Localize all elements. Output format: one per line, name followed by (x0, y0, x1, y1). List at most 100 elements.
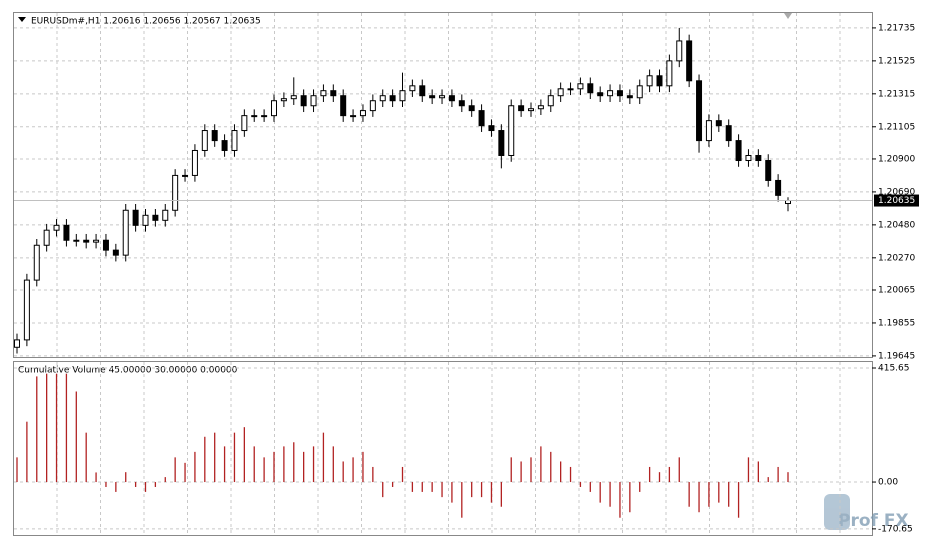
candle-body (547, 95, 554, 107)
candle-body (152, 214, 159, 221)
candle-body (577, 83, 584, 90)
candle-body (745, 154, 752, 162)
candle-body (676, 40, 683, 62)
candle-body (735, 140, 742, 162)
y-tick-label: 415.65 (878, 363, 910, 373)
candle-body (607, 90, 614, 97)
main-title: EURUSDm#,H1 1.20616 1.20656 1.20567 1.20… (31, 17, 261, 27)
candle-body (280, 98, 287, 102)
candle-body (369, 100, 376, 112)
candle-body (518, 105, 525, 112)
candle-body (458, 100, 465, 107)
candle-body (310, 95, 317, 107)
y-tick-label: 1.20065 (878, 285, 915, 295)
candle-body (498, 130, 505, 156)
candle-body (53, 224, 60, 231)
candle-body (439, 95, 446, 99)
candle-body (389, 95, 396, 102)
candle-body (537, 105, 544, 110)
candle-body (162, 209, 169, 221)
dropdown-arrow[interactable] (18, 17, 26, 22)
candle-body (468, 105, 475, 112)
candle-body (429, 95, 436, 99)
candle-body (765, 160, 772, 181)
candle-body (73, 239, 80, 242)
candle-body (359, 110, 366, 117)
candle-body (261, 115, 268, 118)
candle-body (350, 115, 357, 118)
candle-body (508, 105, 515, 156)
y-tick-label: 1.21735 (878, 23, 915, 33)
candle-body (626, 95, 633, 99)
candle-body (636, 85, 643, 99)
candle-body (399, 90, 406, 102)
logo-text: Prof FX (838, 511, 909, 531)
candle-body (290, 95, 297, 100)
candle-body (33, 244, 40, 281)
candle-body (102, 239, 109, 251)
watermark: Prof FX (824, 494, 909, 531)
candle-body (686, 40, 693, 82)
candle-body (597, 92, 604, 97)
candle-body (557, 88, 564, 97)
volume-panel (13, 361, 873, 536)
current-price-label: 1.20635 (878, 196, 915, 206)
candle-body (221, 140, 228, 151)
candle-body (330, 90, 337, 97)
y-tick-label: 1.20480 (878, 220, 915, 230)
candle-body (775, 179, 782, 196)
candle-body (172, 174, 179, 211)
y-tick-label: 1.21525 (878, 56, 915, 66)
candle-body (705, 120, 712, 142)
candle-body (587, 83, 594, 94)
main-panel (13, 12, 873, 358)
shift-marker (784, 13, 792, 19)
candle-body (379, 95, 386, 102)
candle-body (142, 214, 149, 226)
candle-body (528, 108, 534, 112)
candle-body (715, 120, 722, 127)
candle-body (616, 90, 623, 97)
current-price-box (874, 194, 919, 207)
y-tick-label: 1.20270 (878, 253, 915, 263)
y-tick-label: 1.20690 (878, 187, 915, 197)
candle-body (725, 125, 732, 142)
candle-body (448, 95, 455, 102)
y-tick-label: -170.65 (878, 524, 913, 534)
candle-body (488, 125, 495, 132)
candle-body (182, 174, 189, 177)
candle-body (83, 239, 90, 243)
candle-body (300, 95, 307, 107)
volume-title: Cumulative Volume 45.00000 30.00000 0.00… (18, 366, 238, 376)
candle-body (409, 85, 416, 92)
candle-body (646, 75, 653, 87)
candle-body (320, 90, 327, 97)
candle-body (271, 100, 277, 117)
candle-body (656, 75, 663, 87)
candle-body (211, 130, 218, 142)
candle-body (340, 95, 347, 117)
candle-body (112, 249, 119, 256)
y-tick-label: 1.21105 (878, 122, 915, 132)
candle-body (251, 115, 258, 118)
y-tick-label: 1.19645 (878, 351, 915, 361)
y-tick-label: 1.19855 (878, 318, 915, 328)
candle-body (666, 60, 673, 87)
candle-body (23, 279, 30, 341)
candle-body (43, 229, 50, 246)
candle-body (478, 110, 485, 127)
y-tick-label: 1.21315 (878, 89, 915, 99)
candle-body (231, 130, 238, 151)
logo-mark (824, 494, 850, 530)
candle-body (696, 80, 703, 142)
candle-body (14, 339, 20, 348)
candle-body (132, 209, 139, 226)
y-tick-label: 1.20900 (878, 154, 915, 164)
candle-body (191, 149, 198, 176)
candle-body (122, 209, 129, 256)
candle-body (63, 224, 70, 241)
candle-body (755, 154, 762, 162)
candle-body (93, 239, 100, 243)
